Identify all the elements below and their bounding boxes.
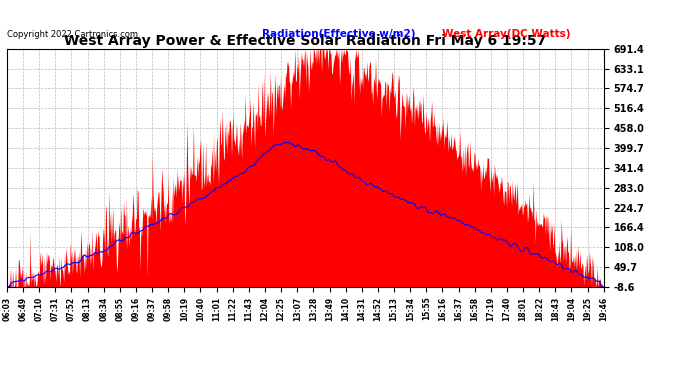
Text: Radiation(Effective w/m2): Radiation(Effective w/m2)	[262, 29, 415, 39]
Text: West Array(DC Watts): West Array(DC Watts)	[442, 29, 570, 39]
Title: West Array Power & Effective Solar Radiation Fri May 6 19:57: West Array Power & Effective Solar Radia…	[64, 34, 546, 48]
Text: Copyright 2022 Cartronics.com: Copyright 2022 Cartronics.com	[7, 30, 138, 39]
